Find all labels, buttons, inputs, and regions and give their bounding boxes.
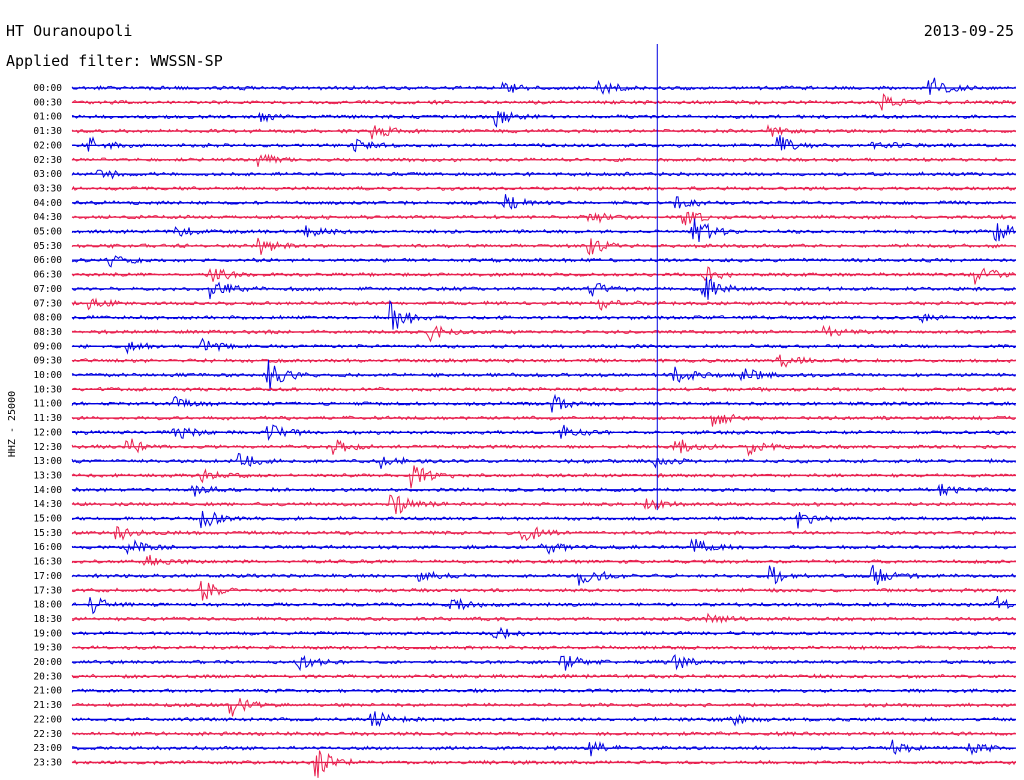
time-label: 08:30 (33, 327, 62, 338)
trace-0430 (71, 211, 1016, 226)
time-label: 14:30 (33, 499, 62, 510)
time-label: 02:30 (33, 155, 62, 166)
trace-0000 (71, 77, 1016, 95)
time-label: 04:00 (33, 198, 62, 209)
time-label: 17:00 (33, 571, 62, 582)
channel-label: HHZ - 25000 (7, 391, 18, 457)
trace-2130 (71, 698, 1016, 717)
time-label: 07:00 (33, 284, 62, 295)
trace-0230 (71, 153, 1016, 167)
time-label: 13:30 (33, 470, 62, 481)
time-label: 00:30 (33, 97, 62, 108)
time-label: 08:00 (33, 313, 62, 324)
trace-0200 (71, 135, 1016, 153)
trace-1500 (71, 510, 1016, 529)
time-label: 19:00 (33, 628, 62, 639)
time-label: 17:30 (33, 585, 62, 596)
time-label: 11:00 (33, 399, 62, 410)
time-label: 03:00 (33, 169, 62, 180)
trace-0630 (71, 266, 1016, 285)
time-label: 20:30 (33, 671, 62, 682)
trace-1830 (71, 612, 1016, 624)
trace-0600 (71, 255, 1016, 268)
trace-2000 (71, 654, 1016, 672)
time-label: 13:00 (33, 456, 62, 467)
time-label: 11:30 (33, 413, 62, 424)
trace-0730 (71, 297, 1016, 311)
time-label: 12:00 (33, 427, 62, 438)
time-label: 00:00 (33, 83, 62, 94)
time-label: 18:00 (33, 600, 62, 611)
trace-0700 (71, 277, 1016, 300)
time-label: 21:00 (33, 686, 62, 697)
trace-1330 (71, 465, 1016, 489)
trace-1130 (71, 413, 1016, 427)
time-label: 06:30 (33, 270, 62, 281)
time-label: 20:00 (33, 657, 62, 668)
trace-0500 (71, 218, 1016, 243)
date-label: 2013-09-25 (923, 22, 1014, 40)
filter-label: Applied filter: WWSSN-SP (6, 52, 223, 70)
time-label: 21:30 (33, 700, 62, 711)
time-label: 01:30 (33, 126, 62, 137)
time-label: 19:30 (33, 643, 62, 654)
trace-0800 (71, 299, 1016, 330)
time-label: 16:00 (33, 542, 62, 553)
time-label: 16:30 (33, 557, 62, 568)
time-label: 01:00 (33, 112, 62, 123)
time-label: 15:30 (33, 528, 62, 539)
trace-0400 (71, 194, 1016, 210)
time-label: 05:00 (33, 227, 62, 238)
trace-2330 (71, 750, 1016, 778)
time-label: 03:30 (33, 183, 62, 194)
trace-1600 (71, 538, 1016, 556)
time-label: 09:30 (33, 356, 62, 367)
time-label: 22:00 (33, 714, 62, 725)
time-label: 12:30 (33, 442, 62, 453)
time-label: 02:00 (33, 140, 62, 151)
time-label: 15:00 (33, 514, 62, 525)
trace-2200 (71, 711, 1016, 728)
time-label: 23:30 (33, 757, 62, 768)
time-label: 09:00 (33, 341, 62, 352)
trace-0130 (71, 124, 1016, 140)
time-label: 07:30 (33, 298, 62, 309)
trace-1630 (71, 554, 1016, 567)
time-label: 06:00 (33, 255, 62, 266)
time-label: 18:30 (33, 614, 62, 625)
time-label: 14:00 (33, 485, 62, 496)
trace-0100 (71, 110, 1016, 128)
time-label: 05:30 (33, 241, 62, 252)
time-label: 04:30 (33, 212, 62, 223)
time-label: 10:30 (33, 384, 62, 395)
time-label: 23:00 (33, 743, 62, 754)
time-label: 22:30 (33, 729, 62, 740)
station-title: HT Ouranoupoli (6, 22, 133, 40)
time-label: 10:00 (33, 370, 62, 381)
trace-0830 (71, 324, 1016, 343)
